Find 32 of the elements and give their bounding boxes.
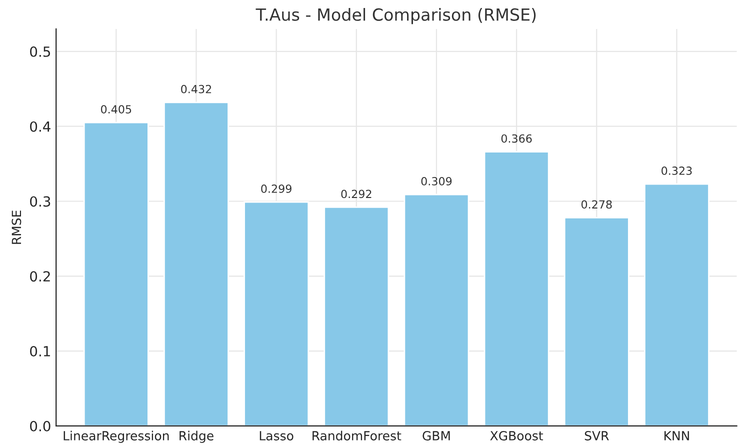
x-tick-label: XGBoost [490,431,544,440]
bar [164,102,229,426]
y-tick-label: 0.1 [30,346,50,357]
x-tick-label: RandomForest [312,430,402,440]
data-label: 0.299 [261,184,292,193]
x-tick-label: Ridge [180,430,214,443]
data-label: 0.366 [501,134,532,143]
x-tick-label: LinearRegression [64,430,169,443]
x-tick-label: KNN [664,431,689,440]
bar [404,194,470,426]
chart-title: T.Aus - Model Comparison (RMSE) [256,8,536,24]
x-tick-label: Lasso [260,431,294,440]
data-label: 0.405 [100,105,132,114]
y-tick-label: 0.5 [30,46,50,57]
y-tick-label: 0.2 [30,271,50,282]
x-tick-label: GBM [422,431,450,440]
data-label: 0.309 [421,177,452,186]
y-tick-label: 0.4 [30,121,50,132]
bar [324,206,390,426]
data-label: 0.278 [581,200,612,209]
bar [484,151,550,426]
data-label: 0.432 [181,84,212,94]
data-label: 0.292 [341,190,372,198]
y-tick-label: 0.0 [30,420,50,432]
bar [244,201,310,426]
data-label: 0.323 [662,166,692,175]
y-tick-label: 0.3 [30,196,50,207]
bar [83,122,149,426]
bar [644,183,710,426]
bar [564,217,630,426]
x-tick-label: SVR [584,431,609,440]
y-axis-title: RMSE [12,210,22,244]
